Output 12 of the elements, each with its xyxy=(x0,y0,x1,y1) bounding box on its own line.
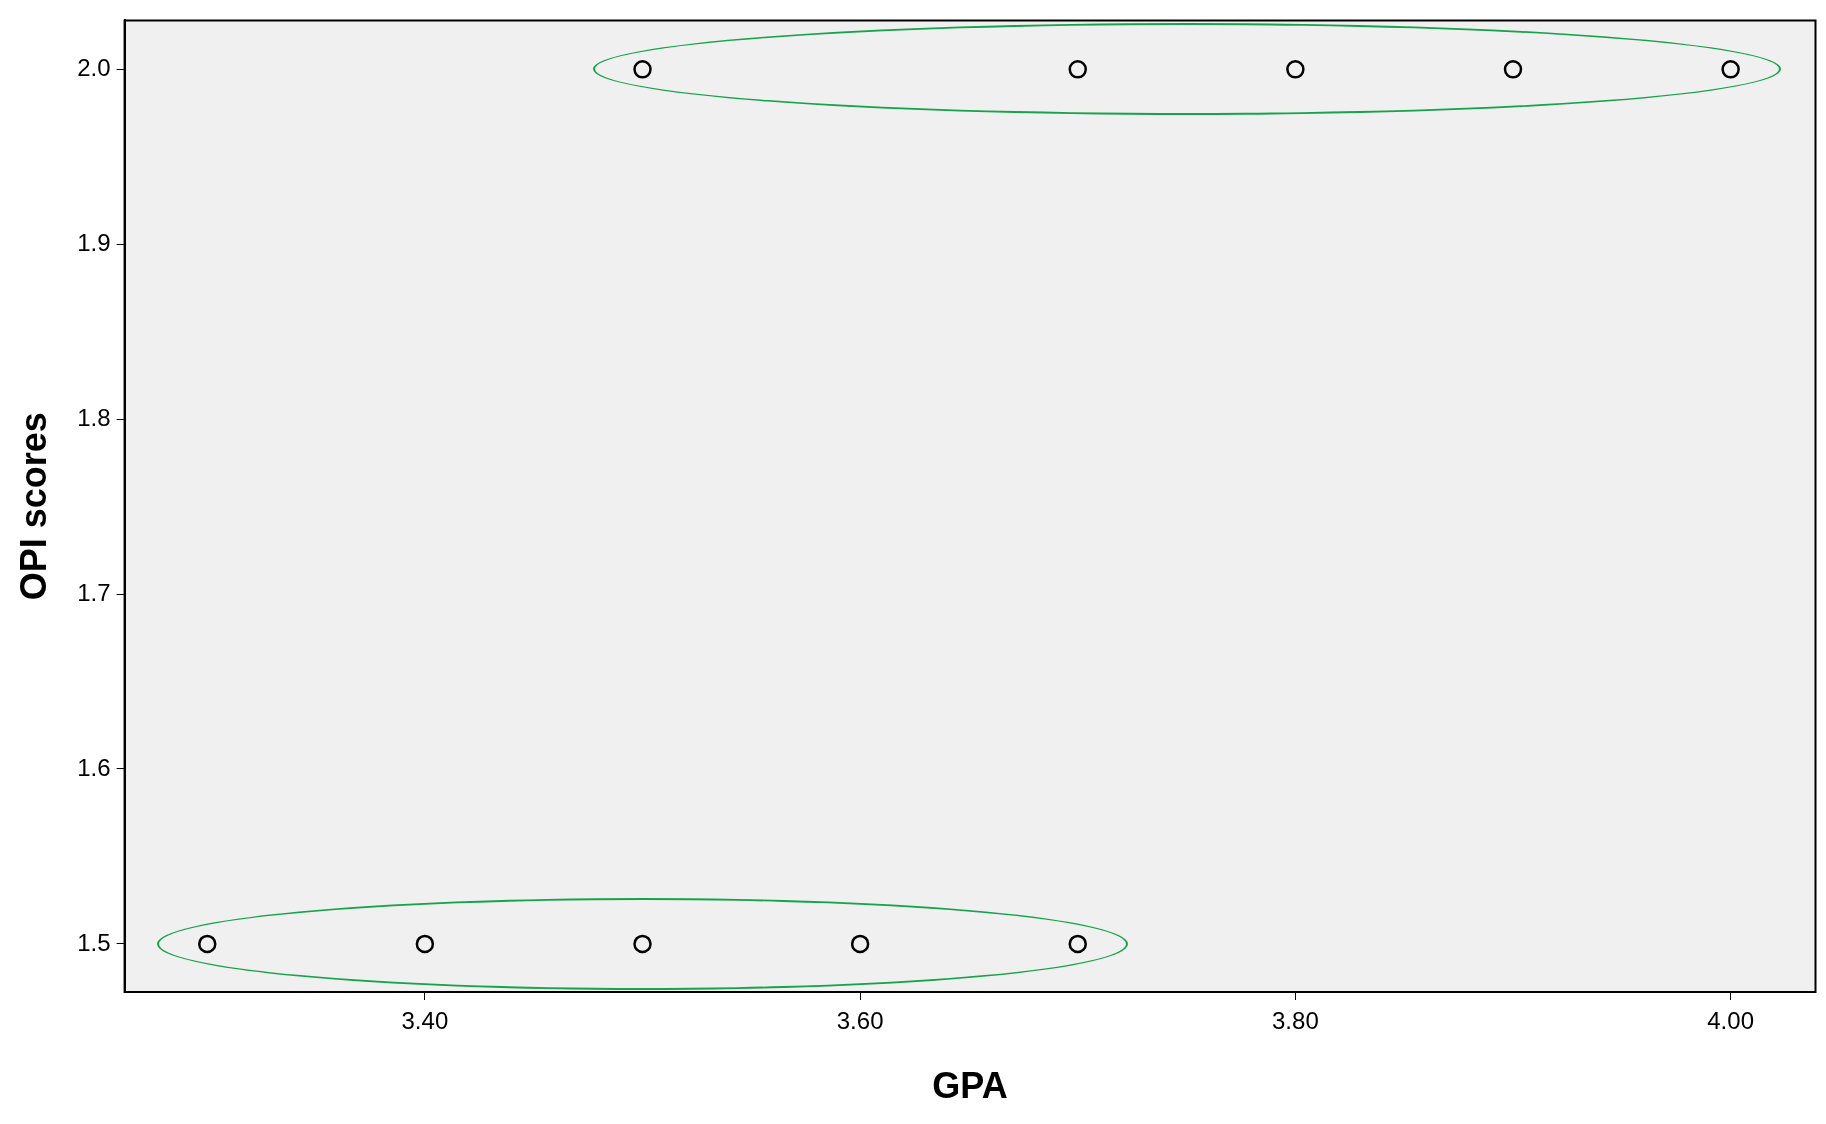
y-tick-label: 1.6 xyxy=(77,753,111,781)
y-tick-label: 1.9 xyxy=(77,228,111,256)
x-tick-label: 3.60 xyxy=(836,1007,884,1035)
y-tick-label: 1.8 xyxy=(77,403,111,431)
y-tick-label: 1.7 xyxy=(77,578,111,606)
y-axis-title: OPI scores xyxy=(12,412,54,601)
x-tick-label: 3.40 xyxy=(401,1007,449,1035)
x-axis-title: GPA xyxy=(932,1065,1008,1107)
y-tick-label: 1.5 xyxy=(77,928,111,956)
x-tick-label: 3.80 xyxy=(1272,1007,1319,1035)
x-tick-label: 4.00 xyxy=(1707,1007,1754,1035)
y-tick-label: 2.0 xyxy=(77,54,111,81)
